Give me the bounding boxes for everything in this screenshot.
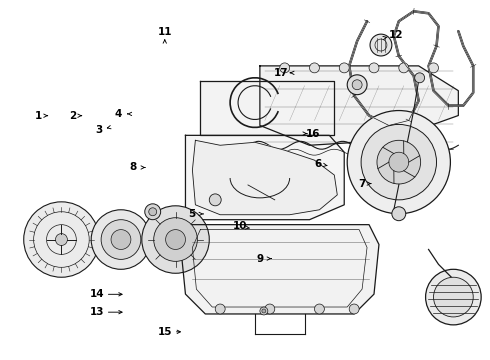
Circle shape: [347, 111, 450, 214]
Text: 17: 17: [274, 68, 289, 78]
Circle shape: [361, 125, 437, 200]
Circle shape: [389, 152, 409, 172]
Text: 10: 10: [233, 221, 247, 231]
Circle shape: [55, 234, 68, 246]
Text: 6: 6: [314, 159, 321, 169]
Polygon shape: [193, 140, 337, 215]
Text: 4: 4: [115, 109, 122, 119]
Text: 1: 1: [35, 111, 42, 121]
Circle shape: [260, 307, 268, 315]
Circle shape: [377, 140, 420, 184]
Polygon shape: [180, 225, 379, 314]
Circle shape: [310, 63, 319, 73]
Text: 9: 9: [256, 253, 263, 264]
Circle shape: [154, 218, 197, 261]
Text: 5: 5: [188, 209, 195, 219]
Polygon shape: [260, 66, 458, 145]
Circle shape: [415, 73, 425, 83]
Circle shape: [262, 309, 266, 313]
Circle shape: [426, 269, 481, 325]
Circle shape: [265, 304, 275, 314]
Circle shape: [370, 34, 392, 56]
Text: 8: 8: [129, 162, 137, 172]
Text: 16: 16: [306, 129, 320, 139]
Circle shape: [349, 304, 359, 314]
Polygon shape: [185, 135, 344, 220]
Text: 13: 13: [90, 307, 104, 317]
Circle shape: [347, 75, 367, 95]
Circle shape: [399, 63, 409, 73]
Circle shape: [339, 63, 349, 73]
Text: 14: 14: [89, 289, 104, 299]
Circle shape: [142, 206, 209, 273]
Circle shape: [209, 194, 221, 206]
Text: 12: 12: [389, 30, 403, 40]
Circle shape: [429, 63, 439, 73]
Circle shape: [149, 208, 157, 216]
Circle shape: [24, 202, 99, 277]
Circle shape: [369, 63, 379, 73]
Circle shape: [91, 210, 151, 269]
Text: 7: 7: [358, 179, 366, 189]
Text: 15: 15: [157, 327, 172, 337]
Circle shape: [111, 230, 131, 249]
Polygon shape: [200, 81, 334, 135]
Circle shape: [315, 304, 324, 314]
Circle shape: [166, 230, 185, 249]
Text: 2: 2: [69, 111, 76, 121]
Circle shape: [280, 63, 290, 73]
Text: 11: 11: [157, 27, 172, 37]
Circle shape: [101, 220, 141, 260]
Circle shape: [392, 207, 406, 221]
Circle shape: [352, 80, 362, 90]
Circle shape: [434, 277, 473, 317]
Text: 3: 3: [96, 125, 103, 135]
Circle shape: [215, 304, 225, 314]
Circle shape: [145, 204, 161, 220]
